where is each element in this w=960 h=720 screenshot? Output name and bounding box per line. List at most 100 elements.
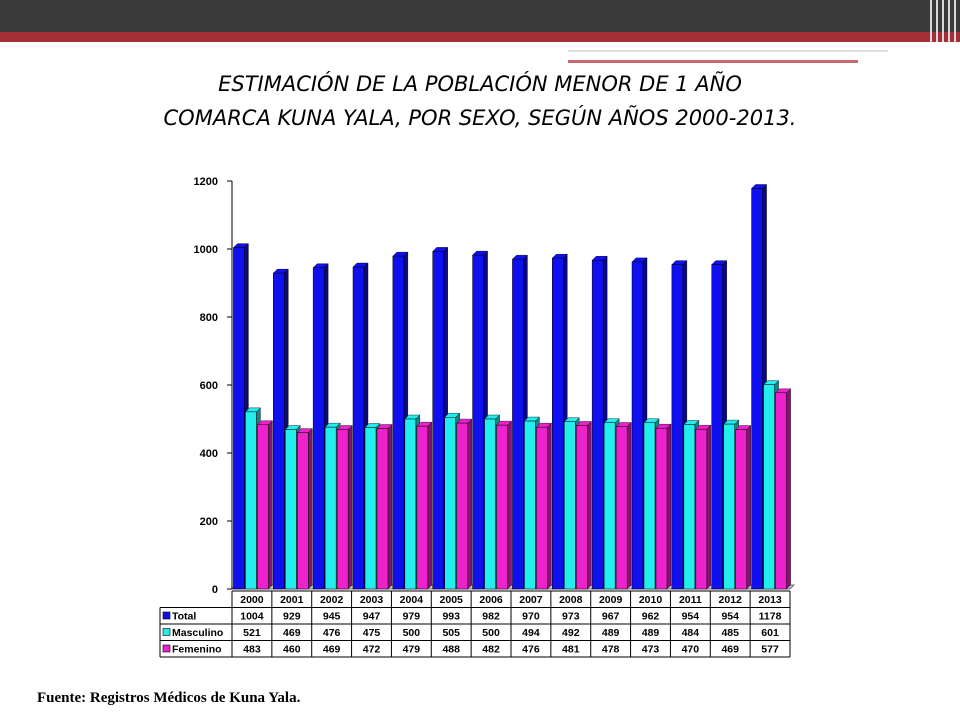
- bar-side: [666, 423, 672, 590]
- data-label-masculino: 492: [562, 627, 580, 639]
- y-tick-label: 800: [200, 312, 218, 324]
- bar-side: [347, 425, 353, 590]
- y-tick-label: 400: [200, 448, 218, 460]
- bar-side: [268, 420, 273, 590]
- bar-side: [427, 421, 433, 590]
- bar-side: [387, 424, 393, 590]
- decorative-line: [568, 50, 888, 52]
- data-label-masculino: 476: [323, 627, 341, 639]
- bar-masculino-2008: [564, 421, 576, 590]
- data-label-total: 982: [482, 611, 500, 623]
- bar-total-2002: [312, 267, 325, 590]
- bar-femenino-2008: [576, 425, 588, 590]
- data-label-total: 973: [562, 611, 580, 623]
- data-label-total: 970: [522, 611, 540, 623]
- data-label-total: 1004: [240, 611, 264, 623]
- bar-masculino-2004: [404, 418, 417, 590]
- legend-swatch-masculino: [162, 628, 171, 636]
- data-label-total: 954: [721, 611, 739, 623]
- chart-title-line2: COMARCA KUNA YALA, POR SEXO, SEGÚN AÑOS …: [163, 106, 797, 130]
- data-label-total: 979: [403, 611, 421, 623]
- bar-masculino-2007: [524, 420, 536, 590]
- bar-total-2012: [711, 264, 723, 590]
- x-tick-label: 2005: [440, 594, 464, 606]
- bar-total-2007: [512, 258, 524, 590]
- x-tick-label: 2011: [679, 594, 702, 606]
- bar-masculino-2003: [364, 427, 377, 590]
- x-tick-label: 2006: [479, 594, 503, 606]
- legend-label-femenino: Femenino: [172, 644, 222, 656]
- bar-total-2001: [273, 272, 285, 590]
- bar-side: [507, 420, 512, 590]
- data-label-femenino: 472: [363, 644, 381, 656]
- data-label-masculino: 505: [442, 627, 460, 639]
- x-tick-label: 2013: [758, 594, 782, 606]
- chart-title-line1: ESTIMACIÓN DE LA POBLACIÓN MENOR DE 1 AÑ…: [218, 72, 742, 96]
- bar-total-2004: [392, 255, 405, 590]
- bar-total-2008: [552, 257, 564, 590]
- bar-masculino-2006: [484, 418, 496, 590]
- data-label-total: 929: [283, 611, 301, 623]
- slide-accent-stripe: [0, 32, 960, 42]
- data-label-femenino: 470: [682, 644, 700, 656]
- legend-label-masculino: Masculino: [172, 627, 223, 639]
- x-tick-label: 2012: [719, 594, 743, 606]
- data-label-masculino: 469: [283, 627, 301, 639]
- legend-swatch-total: [162, 611, 171, 620]
- bar-side: [746, 425, 751, 590]
- data-label-masculino: 601: [761, 627, 779, 639]
- data-label-femenino: 469: [323, 644, 341, 656]
- bar-femenino-2003: [376, 428, 389, 590]
- data-label-femenino: 482: [482, 644, 500, 656]
- y-tick-label: 1000: [194, 244, 218, 256]
- data-label-total: 1178: [759, 611, 782, 623]
- bar-femenino-2009: [615, 426, 628, 590]
- x-tick-label: 2003: [360, 594, 384, 606]
- bar-total-2006: [472, 254, 484, 590]
- bar-femenino-2011: [695, 428, 708, 590]
- bar-masculino-2000: [245, 411, 257, 590]
- bar-femenino-2005: [456, 422, 468, 590]
- bar-total-2003: [352, 266, 365, 590]
- y-tick-label: 600: [200, 380, 218, 392]
- x-tick-label: 2007: [519, 594, 543, 606]
- data-label-total: 945: [323, 611, 341, 623]
- bar-masculino-2005: [444, 417, 456, 590]
- bar-total-2011: [671, 264, 684, 590]
- data-label-femenino: 469: [721, 644, 739, 656]
- bar-total-2009: [591, 259, 604, 590]
- bar-masculino-2009: [603, 422, 616, 590]
- decorative-line-accent: [568, 60, 858, 63]
- data-label-femenino: 460: [283, 644, 301, 656]
- x-tick-label: 2009: [599, 594, 623, 606]
- bar-side: [626, 421, 632, 590]
- bar-masculino-2013: [763, 384, 775, 590]
- bar-femenino-2002: [336, 429, 349, 590]
- x-tick-label: 2010: [639, 594, 663, 606]
- data-label-femenino: 488: [442, 644, 460, 656]
- bar-total-2010: [631, 261, 644, 590]
- y-tick-label: 0: [212, 584, 218, 596]
- data-label-femenino: 481: [562, 644, 580, 656]
- bar-total-2013: [751, 188, 763, 590]
- data-label-total: 993: [442, 611, 460, 623]
- data-label-femenino: 479: [403, 644, 421, 656]
- x-tick-label: 2002: [320, 594, 344, 606]
- bar-femenino-2013: [775, 392, 787, 590]
- data-label-masculino: 500: [482, 627, 500, 639]
- data-label-masculino: 485: [721, 627, 739, 639]
- x-tick-label: 2000: [240, 594, 264, 606]
- bar-masculino-2011: [683, 424, 696, 590]
- data-label-masculino: 494: [522, 627, 540, 639]
- bar-femenino-2006: [496, 424, 508, 590]
- data-label-total: 947: [363, 611, 381, 623]
- bar-femenino-2004: [416, 425, 429, 590]
- bar-side: [786, 388, 791, 590]
- data-label-masculino: 521: [243, 627, 261, 639]
- data-label-total: 962: [642, 611, 660, 623]
- y-tick-label: 200: [200, 516, 218, 528]
- data-label-femenino: 473: [642, 644, 660, 656]
- bar-side: [547, 422, 552, 590]
- data-label-masculino: 475: [363, 627, 381, 639]
- y-tick-label: 1200: [194, 176, 218, 188]
